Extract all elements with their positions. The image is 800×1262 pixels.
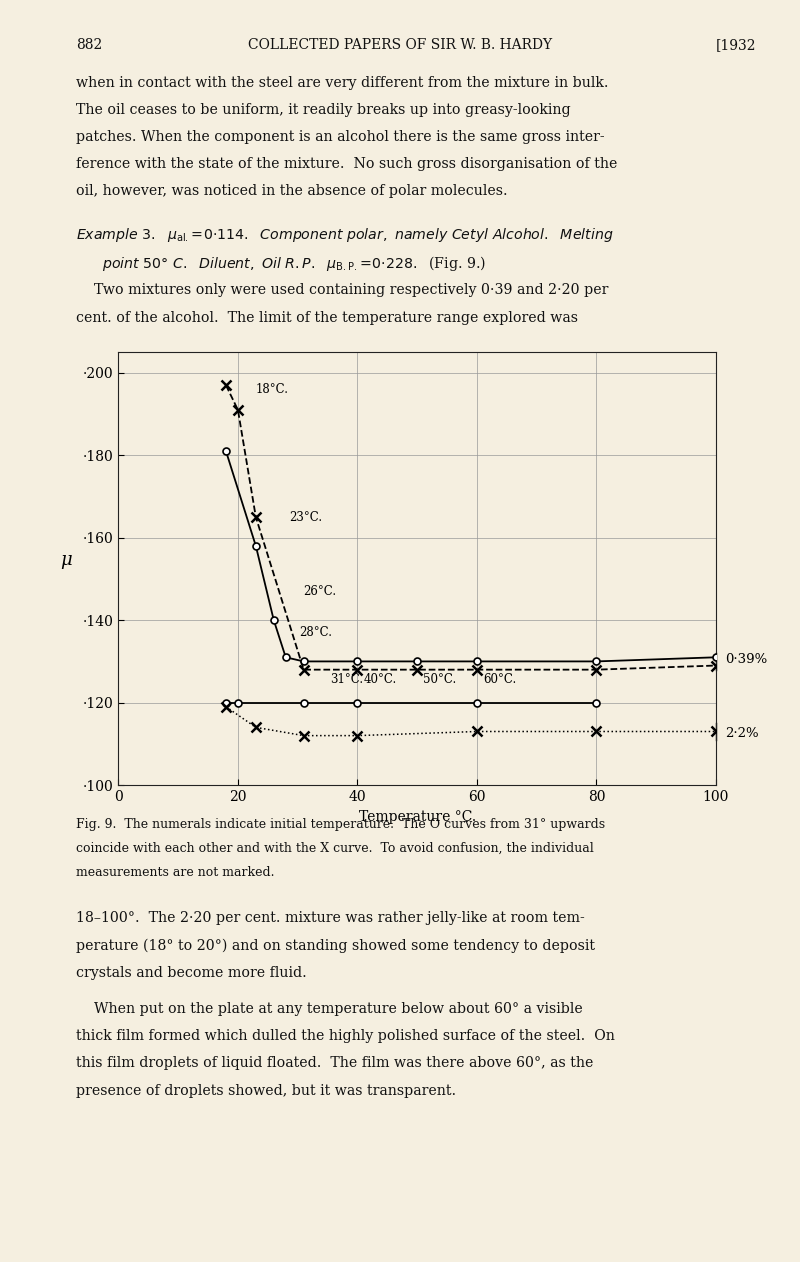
Text: coincide with each other and with the X curve.  To avoid confusion, the individu: coincide with each other and with the X … bbox=[76, 842, 594, 854]
Text: 50°C.: 50°C. bbox=[423, 674, 457, 687]
Text: measurements are not marked.: measurements are not marked. bbox=[76, 866, 274, 878]
Text: cent. of the alcohol.  The limit of the temperature range explored was: cent. of the alcohol. The limit of the t… bbox=[76, 310, 578, 324]
Text: 0·39%: 0·39% bbox=[725, 652, 767, 666]
Text: when in contact with the steel are very different from the mixture in bulk.: when in contact with the steel are very … bbox=[76, 76, 609, 90]
Text: 31°C.: 31°C. bbox=[330, 674, 364, 687]
Text: 23°C.: 23°C. bbox=[289, 511, 322, 524]
Text: Two mixtures only were used containing respectively 0·39 and 2·20 per: Two mixtures only were used containing r… bbox=[76, 284, 608, 298]
Text: The oil ceases to be uniform, it readily breaks up into greasy-looking: The oil ceases to be uniform, it readily… bbox=[76, 103, 570, 117]
Text: COLLECTED PAPERS OF SIR W. B. HARDY: COLLECTED PAPERS OF SIR W. B. HARDY bbox=[248, 38, 552, 52]
Text: When put on the plate at any temperature below about 60° a visible: When put on the plate at any temperature… bbox=[76, 1002, 582, 1016]
Text: patches. When the component is an alcohol there is the same gross inter-: patches. When the component is an alcoho… bbox=[76, 130, 605, 144]
Text: 18°C.: 18°C. bbox=[256, 382, 289, 396]
Y-axis label: μ: μ bbox=[60, 550, 72, 569]
Text: 28°C.: 28°C. bbox=[299, 626, 332, 639]
Text: $\it{Example\ 3.}$  $\mu_{\mathrm{al.}}\!=\!0{\cdot}114.$  $\it{Component\ polar: $\it{Example\ 3.}$ $\mu_{\mathrm{al.}}\!… bbox=[76, 226, 614, 245]
Text: ference with the state of the mixture.  No such gross disorganisation of the: ference with the state of the mixture. N… bbox=[76, 158, 618, 172]
Text: 18–100°.  The 2·20 per cent. mixture was rather jelly-like at room tem-: 18–100°. The 2·20 per cent. mixture was … bbox=[76, 911, 585, 925]
Text: oil, however, was noticed in the absence of polar molecules.: oil, however, was noticed in the absence… bbox=[76, 184, 508, 198]
Text: 26°C.: 26°C. bbox=[304, 584, 337, 598]
Text: [1932: [1932 bbox=[715, 38, 756, 52]
Text: Fig. 9.  The numerals indicate initial temperature.  The O curves from 31° upwar: Fig. 9. The numerals indicate initial te… bbox=[76, 818, 605, 830]
X-axis label: Temperature °C.: Temperature °C. bbox=[358, 809, 476, 824]
Text: this film droplets of liquid floated.  The film was there above 60°, as the: this film droplets of liquid floated. Th… bbox=[76, 1056, 594, 1070]
Text: $\it{point\ 50°\ C.\ \ Diluent,\ Oil\ R.P.}$  $\mu_{\mathrm{B.P.}}\!=\!0{\cdot}2: $\it{point\ 50°\ C.\ \ Diluent,\ Oil\ R.… bbox=[102, 254, 486, 273]
Text: perature (18° to 20°) and on standing showed some tendency to deposit: perature (18° to 20°) and on standing sh… bbox=[76, 939, 595, 953]
Text: 60°C.: 60°C. bbox=[483, 674, 516, 687]
Text: crystals and become more fluid.: crystals and become more fluid. bbox=[76, 965, 306, 979]
Text: 882: 882 bbox=[76, 38, 102, 52]
Text: 40°C.: 40°C. bbox=[363, 674, 397, 687]
Text: presence of droplets showed, but it was transparent.: presence of droplets showed, but it was … bbox=[76, 1084, 456, 1098]
Text: thick film formed which dulled the highly polished surface of the steel.  On: thick film formed which dulled the highl… bbox=[76, 1030, 615, 1044]
Text: 2·2%: 2·2% bbox=[725, 727, 758, 740]
